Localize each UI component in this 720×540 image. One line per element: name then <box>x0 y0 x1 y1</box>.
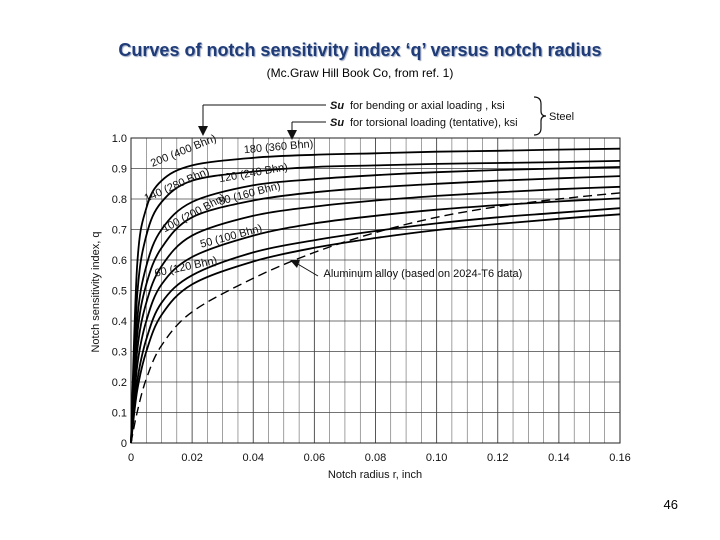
aluminum-leader-line <box>295 262 319 277</box>
x-tick-label: 0.12 <box>487 452 508 464</box>
x-tick-label: 0.14 <box>548 452 569 464</box>
series-line-1 <box>130 160 621 444</box>
series-label-5: 80 (160 Bhn) <box>217 180 282 208</box>
legend: Su for bending or axial loading , ksi Su… <box>198 96 574 140</box>
slide-title: Curves of notch sensitivity index ‘q’ ve… <box>118 40 602 60</box>
y-tick-label: 0.7 <box>112 225 127 237</box>
plot-frame <box>130 137 621 444</box>
y-tick-label: 0.9 <box>112 164 127 176</box>
series-label-8: Aluminum alloy (based on 2024-T6 data) <box>324 268 523 280</box>
y-tick-label: 0.6 <box>112 255 127 267</box>
y-tick-label: 0.8 <box>112 194 127 206</box>
x-axis-label: Notch radius r, inch <box>328 469 422 481</box>
aluminum-leader-arrowhead <box>290 260 300 268</box>
series-line-5 <box>130 197 621 444</box>
x-tick-label: 0.02 <box>181 452 202 464</box>
slide-subtitle: (Mc.Graw Hill Book Co, from ref. 1) <box>266 66 454 80</box>
series-line-7 <box>130 213 621 444</box>
series-label-1: 180 (360 Bhn) <box>243 138 313 156</box>
series-line-0 <box>130 147 621 444</box>
y-tick-label: 0.5 <box>112 286 127 298</box>
legend-arrowhead-bending <box>198 126 208 136</box>
x-tick-label: 0.10 <box>426 452 447 464</box>
x-tick-label: 0.06 <box>304 452 325 464</box>
ticks: 0 0.02 0.04 0.06 0.08 0.10 0.12 0.14 0.16 0 0.1 0.2… <box>112 133 631 464</box>
y-axis-label: Notch sensitivity index, q <box>90 231 102 352</box>
series-line-4 <box>130 185 621 444</box>
legend-text-torsion: for torsional loading (tentative), ksi <box>350 117 518 129</box>
legend-symbol-bending: Su <box>330 100 344 112</box>
y-tick-label: 0.4 <box>112 316 127 328</box>
grid <box>130 137 621 444</box>
series-line-2 <box>130 166 621 444</box>
series-line-3 <box>130 175 621 444</box>
series-line-6 <box>130 207 621 444</box>
page-number: 46 <box>663 497 678 512</box>
x-tick-label: 0.16 <box>609 452 630 464</box>
y-tick-label: 1.0 <box>112 133 127 145</box>
x-tick-label: 0.04 <box>243 452 264 464</box>
x-tick-label: 0 <box>128 452 134 464</box>
legend-symbol-torsion: Su <box>330 117 344 129</box>
y-tick-label: 0.2 <box>112 377 127 389</box>
x-tick-label: 0.08 <box>365 452 386 464</box>
legend-arrowhead-torsion <box>287 130 297 140</box>
series-layer <box>130 147 621 444</box>
y-tick-label: 0.1 <box>112 408 127 420</box>
legend-brace <box>533 96 547 136</box>
y-tick-label: 0.3 <box>112 347 127 359</box>
series-label-7: 50 (100 Bhn) <box>199 223 264 251</box>
legend-text-bending: for bending or axial loading , ksi <box>350 100 505 112</box>
y-tick-label: 0 <box>121 438 127 450</box>
legend-steel-label: Steel <box>549 111 574 123</box>
